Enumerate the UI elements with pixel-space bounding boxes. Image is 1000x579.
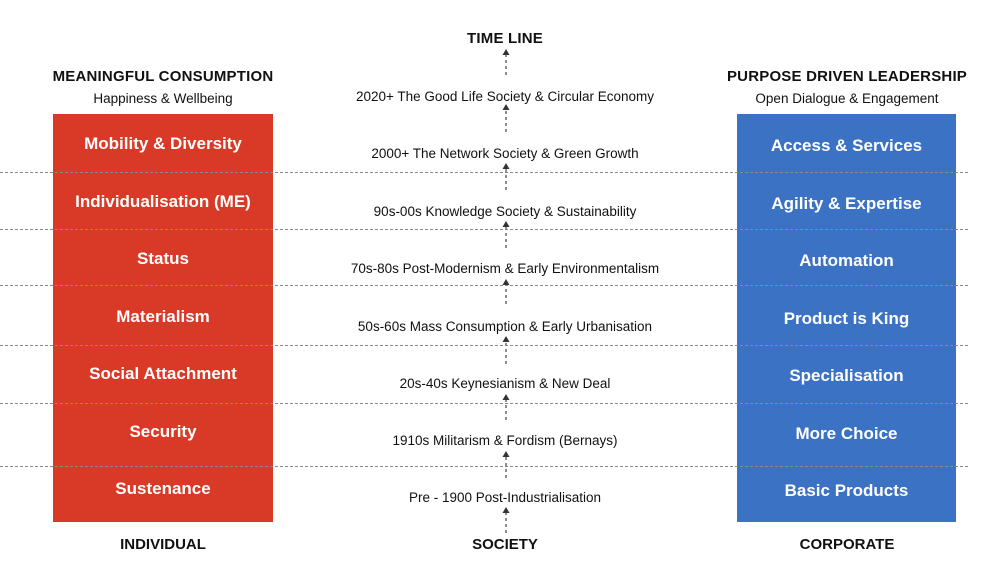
era-2020: 2020+ The Good Life Society & Circular E…	[355, 89, 655, 104]
row-separator	[0, 466, 968, 467]
era-1910s: 1910s Militarism & Fordism (Bernays)	[392, 433, 618, 448]
row-separator	[0, 229, 968, 230]
individual-label: INDIVIDUAL	[120, 536, 206, 553]
corporate-column: Access & Services Agility & Expertise Au…	[737, 114, 956, 522]
era-20s-40s: 20s-40s Keynesianism & New Deal	[399, 376, 611, 391]
era-50s-60s: 50s-60s Mass Consumption & Early Urbanis…	[357, 319, 653, 334]
era-pre-1900: Pre - 1900 Post-Industrialisation	[408, 490, 602, 505]
level-sustenance: Sustenance	[115, 479, 211, 498]
era-70s-80s: 70s-80s Post-Modernism & Early Environme…	[350, 261, 660, 276]
level-mobility-diversity: Mobility & Diversity	[84, 134, 242, 153]
corporate-label: CORPORATE	[799, 536, 895, 553]
level-more-choice: More Choice	[795, 424, 898, 443]
right-title: PURPOSE DRIVEN LEADERSHIP	[726, 68, 968, 85]
level-social-attachment: Social Attachment	[89, 364, 237, 383]
level-materialism: Materialism	[116, 307, 210, 326]
row-separator	[0, 345, 968, 346]
level-agility-expertise: Agility & Expertise	[771, 194, 922, 213]
society-label: SOCIETY	[472, 536, 538, 553]
era-90s-00s: 90s-00s Knowledge Society & Sustainabili…	[373, 204, 637, 219]
level-security: Security	[129, 422, 197, 441]
level-access-services: Access & Services	[770, 136, 923, 155]
level-individualisation: Individualisation (ME)	[75, 192, 251, 211]
row-separator	[0, 172, 968, 173]
row-separator	[0, 285, 968, 286]
right-subtitle: Open Dialogue & Engagement	[755, 91, 939, 106]
individual-column: Mobility & Diversity Individualisation (…	[53, 114, 273, 522]
level-specialisation: Specialisation	[789, 366, 904, 385]
level-status: Status	[137, 249, 189, 268]
level-automation: Automation	[799, 251, 894, 270]
timeline-title: TIME LINE	[467, 30, 543, 47]
level-product-is-king: Product is King	[783, 309, 910, 328]
era-2000: 2000+ The Network Society & Green Growth	[371, 146, 639, 161]
left-subtitle: Happiness & Wellbeing	[93, 91, 233, 106]
row-separator	[0, 403, 968, 404]
level-basic-products: Basic Products	[784, 481, 909, 500]
left-title: MEANINGFUL CONSUMPTION	[52, 68, 274, 85]
